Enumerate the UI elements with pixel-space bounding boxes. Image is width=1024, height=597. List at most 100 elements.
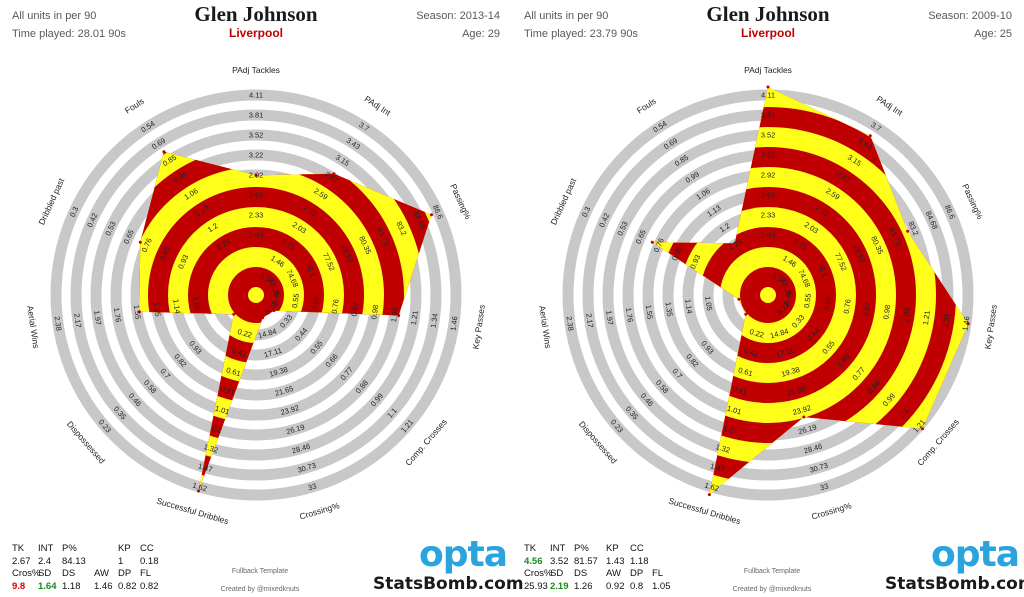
- tick-label: 1.05: [191, 296, 202, 312]
- tick-label: 0.98: [369, 304, 380, 320]
- stats-cell: 1.26: [574, 580, 593, 592]
- time-played: Time played: 23.79 90s: [524, 28, 638, 40]
- tick-label: 2.33: [249, 211, 264, 220]
- tick-label: 0.22: [236, 327, 253, 340]
- tick-label: 33: [819, 481, 830, 492]
- tick-label: 1.55: [644, 304, 655, 320]
- tick-label: 2.38: [565, 316, 576, 332]
- stats-row: 4.56 3.52 81.57 1.43 1.18: [524, 556, 676, 569]
- axis-label: PAdj Int: [875, 94, 905, 119]
- stats-cell: 0.18: [140, 555, 159, 567]
- tick-label: 2.03: [761, 231, 776, 240]
- stats-cell: 0.82: [118, 580, 137, 592]
- stats-row: 2.67 2.4 84.13 1 0.18: [12, 556, 164, 569]
- value-point: [397, 314, 401, 317]
- tick-label: 1.76: [112, 307, 123, 323]
- tick-label: 1.46: [449, 316, 460, 332]
- value-point: [232, 312, 236, 316]
- stats-cell: 0.8: [630, 580, 644, 592]
- value-point: [737, 297, 741, 301]
- stats-cell: FL: [652, 568, 664, 579]
- stats-cell: 0.92: [606, 580, 625, 592]
- stats-row: Cros%SD DS AW DP FL: [12, 568, 164, 581]
- stats-cell: TK: [12, 543, 25, 554]
- tick-label: 1.34: [941, 313, 952, 329]
- tick-label: 0.55: [802, 293, 813, 309]
- tick-label: 1.21: [921, 310, 932, 326]
- value-point: [254, 173, 258, 177]
- tick-label: 1.05: [703, 296, 714, 312]
- axis-label: Successful Dribbles: [155, 496, 229, 527]
- stats-cell: 2.19: [550, 580, 569, 592]
- value-point: [650, 240, 654, 244]
- player-name: Glen Johnson: [706, 2, 830, 26]
- tick-label: 2.62: [761, 191, 776, 200]
- tick-label: 1.47: [197, 461, 214, 474]
- tick-label: 1.97: [604, 310, 615, 326]
- opta-logo: opta: [419, 534, 508, 575]
- tick-label: 1.2: [722, 424, 735, 436]
- tick-label: 1.76: [624, 307, 635, 323]
- stats-row: TK INT P% KP CC: [524, 543, 676, 556]
- axis-label: Successful Dribbles: [667, 496, 741, 527]
- template-note: Fullback Template: [231, 568, 289, 575]
- tick-label: 0.61: [737, 365, 754, 378]
- stats-cell: 1.05: [652, 580, 671, 592]
- stats-cell: DS: [62, 568, 76, 579]
- value-point: [332, 172, 336, 176]
- radar-chart: 2.03 2.33 2.62 2.92 3.22 3.52 3.81 4.11 PAdj Tac…: [25, 65, 487, 527]
- stats-row: TK INT P% KP CC: [12, 543, 164, 556]
- radar-chart: 2.03 2.33 2.62 2.92 3.22 3.52 3.81 4.11 PAdj Tac…: [537, 65, 999, 527]
- stats-cell: DP: [118, 568, 132, 579]
- credit-note: Created by @mixedknuts: [732, 586, 812, 593]
- stats-cell: Cros%: [524, 568, 553, 579]
- tick-label: 0.61: [225, 365, 242, 378]
- stats-cell: DS: [574, 568, 588, 579]
- tick-label: 0.76: [842, 299, 853, 315]
- value-point: [733, 241, 737, 245]
- stats-cell: 2.67: [12, 555, 31, 567]
- season-label: Season: 2013-14: [416, 10, 500, 22]
- tick-label: 0.98: [881, 304, 892, 320]
- tick-label: 2.33: [761, 211, 776, 220]
- stats-cell: KP: [118, 543, 131, 554]
- ring-8: [50, 89, 462, 501]
- tick-label: 1.97: [92, 310, 103, 326]
- value-point: [802, 415, 806, 419]
- ring-7: [70, 109, 442, 481]
- axis-label: PAdj Tackles: [744, 65, 792, 75]
- stats-cell: P%: [574, 543, 589, 554]
- axis-label: Aerial Wins: [537, 305, 553, 349]
- value-point: [920, 427, 924, 431]
- radar-panel-2009-10: All units in per 90 Time played: 23.79 9…: [512, 0, 1024, 597]
- stats-cell: 1.64: [38, 580, 57, 592]
- tick-label: 3.22: [761, 151, 776, 160]
- stats-row: Cros%SD DS AW DP FL: [524, 568, 676, 581]
- stats-cell: INT: [550, 543, 566, 554]
- units-note: All units in per 90: [524, 10, 609, 22]
- tick-label: 1.01: [726, 404, 743, 417]
- axis-label: Passing%: [960, 182, 985, 221]
- stats-cell: TK: [524, 543, 537, 554]
- stats-cell: 2.4: [38, 555, 52, 567]
- stats-row: 25.93 2.19 1.26 0.92 0.8 1.05: [524, 581, 676, 594]
- axis-label: Crossing%: [298, 500, 341, 521]
- stats-cell: SD: [550, 568, 564, 579]
- club-name: Liverpool: [228, 26, 283, 40]
- units-note: All units in per 90: [12, 10, 97, 22]
- template-note: Fullback Template: [743, 568, 801, 575]
- value-point: [272, 309, 276, 313]
- axis-label: Passing%: [448, 182, 473, 221]
- statsbomb-logo: StatsBomb.com: [885, 574, 1024, 594]
- stats-cell: 84.13: [62, 555, 86, 567]
- value-point: [137, 310, 141, 314]
- tick-label: 1.09: [901, 307, 912, 323]
- tick-label: 0.45: [270, 290, 281, 306]
- tick-label: 0.42: [231, 346, 248, 359]
- value-point: [868, 134, 872, 138]
- stats-cell: 81.57: [574, 555, 598, 567]
- axis-label: Aerial Wins: [25, 305, 41, 349]
- tick-label: 1.32: [203, 442, 220, 455]
- axis-label: Dribbled past: [548, 176, 578, 226]
- value-point: [197, 489, 200, 493]
